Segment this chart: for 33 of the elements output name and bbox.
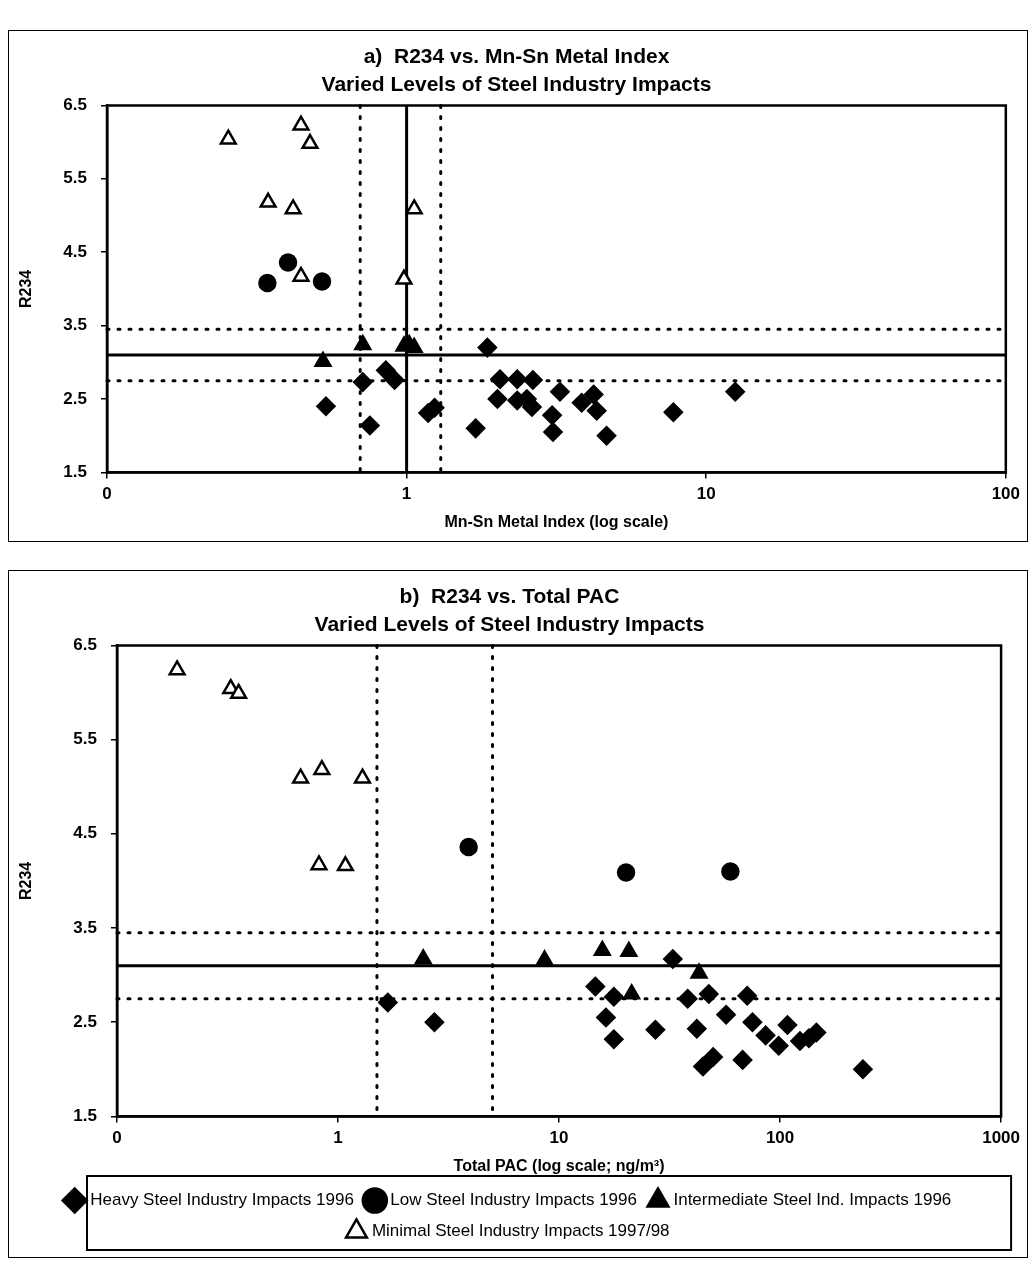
y-tick-label: 3.5 <box>63 315 87 335</box>
y-axis-title: R234 <box>17 861 35 901</box>
x-tick-label: 0 <box>102 484 112 504</box>
x-tick-label: 10 <box>696 484 716 504</box>
x-tick-label: 0 <box>112 1128 122 1148</box>
legend-label: Heavy Steel Industry Impacts 1996 <box>90 1190 354 1210</box>
y-tick-label: 5.5 <box>73 729 97 749</box>
y-tick-label: 4.5 <box>73 823 97 843</box>
x-tick-label: 100 <box>765 1128 795 1148</box>
y-tick-label: 6.5 <box>63 95 87 115</box>
y-axis-title: R234 <box>17 269 35 309</box>
y-tick-label: 1.5 <box>73 1106 97 1126</box>
legend-label: Minimal Steel Industry Impacts 1997/98 <box>371 1221 670 1241</box>
y-tick-label: 2.5 <box>63 388 87 408</box>
y-tick-label: 4.5 <box>63 241 87 261</box>
x-tick-label: 1 <box>401 484 412 504</box>
y-tick-label: 2.5 <box>73 1011 97 1031</box>
x-tick-label: 100 <box>991 484 1021 504</box>
x-tick-label: 1000 <box>982 1128 1020 1148</box>
y-tick-label: 1.5 <box>63 462 87 482</box>
chart-title: a) R234 vs. Mn-Sn Metal Index <box>363 44 670 68</box>
legend-label: Intermediate Steel Ind. Impacts 1996 <box>673 1190 952 1210</box>
chart-subtitle: Varied Levels of Steel Industry Impacts <box>314 611 705 635</box>
x-axis-title: Mn-Sn Metal Index (log scale) <box>444 512 669 530</box>
x-axis-title: Total PAC (log scale; ng/m³) <box>453 1156 665 1174</box>
chart-subtitle: Varied Levels of Steel Industry Impacts <box>321 71 712 95</box>
chart-title: b) R234 vs. Total PAC <box>399 584 620 608</box>
y-tick-label: 3.5 <box>73 917 97 937</box>
x-tick-label: 1 <box>333 1128 343 1148</box>
legend-label: Low Steel Industry Impacts 1996 <box>390 1190 637 1210</box>
y-tick-label: 5.5 <box>63 168 87 188</box>
x-tick-label: 10 <box>549 1128 569 1148</box>
y-tick-label: 6.5 <box>73 635 97 655</box>
